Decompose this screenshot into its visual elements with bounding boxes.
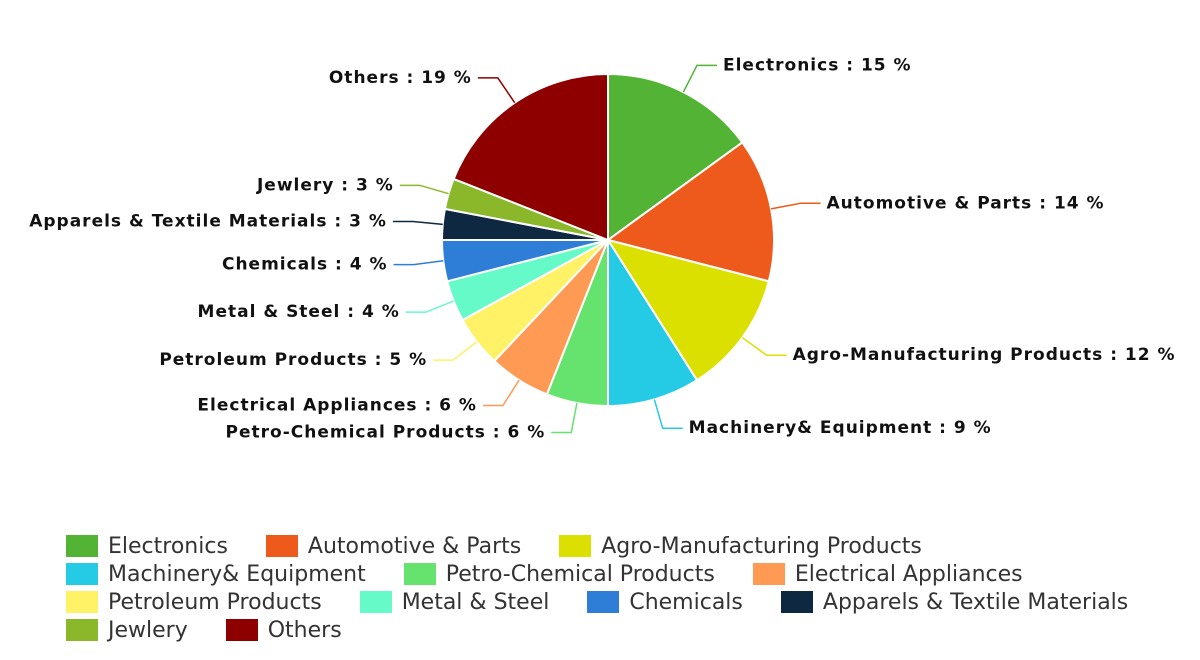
legend-label: Chemicals — [629, 589, 743, 615]
legend-swatch — [225, 619, 258, 641]
legend-label: Machinery& Equipment — [108, 561, 366, 587]
legend-item[interactable]: Agro-Manufacturing Products — [559, 533, 922, 559]
legend-swatch — [66, 591, 98, 613]
legend-label: Petroleum Products — [108, 589, 322, 615]
legend-label: Metal & Steel — [401, 589, 550, 615]
leader-line — [477, 77, 516, 104]
legend-swatch — [403, 563, 436, 585]
legend-swatch — [780, 591, 813, 613]
data-label: Metal & Steel : 4 % — [198, 302, 400, 322]
leader-line — [682, 64, 717, 93]
leader-line — [433, 341, 478, 361]
data-label: Electronics : 15 % — [723, 55, 912, 75]
legend-swatch — [265, 535, 298, 557]
data-label: Machinery& Equipment : 9 % — [689, 418, 992, 438]
data-label: Petro-Chemical Products : 6 % — [226, 423, 546, 443]
legend-swatch — [359, 591, 392, 613]
legend-label: Others — [267, 617, 342, 643]
legend-label: Electronics — [108, 533, 228, 559]
data-label: Others : 19 % — [329, 68, 472, 88]
legend-item[interactable]: Machinery& Equipment — [66, 561, 366, 587]
pie-slice — [605, 238, 771, 382]
legend-label: Apparels & Textile Materials — [822, 589, 1129, 615]
legend-item[interactable]: Jewlery — [66, 617, 188, 643]
legend-label: Agro-Manufacturing Products — [601, 533, 922, 559]
data-label: Apparels & Textile Materials : 3 % — [29, 212, 387, 232]
legend-label: Jewlery — [108, 617, 188, 643]
legend-label: Electrical Appliances — [794, 561, 1023, 587]
leader-line — [393, 260, 444, 266]
data-label: Automotive & Parts : 14 % — [827, 193, 1105, 213]
legend-item[interactable]: Others — [225, 617, 342, 643]
data-label: Petroleum Products : 5 % — [159, 350, 427, 370]
leader-line — [653, 399, 683, 429]
leader-line — [741, 336, 787, 356]
legend-item[interactable]: Petro-Chemical Products — [403, 561, 715, 587]
leader-line — [482, 379, 520, 407]
leader-line — [770, 202, 821, 210]
leader-line — [405, 300, 454, 313]
legend-item[interactable]: Metal & Steel — [359, 589, 550, 615]
legend-swatch — [66, 619, 98, 641]
data-label: Agro-Manufacturing Products : 12 % — [793, 345, 1176, 365]
legend-item[interactable]: Chemicals — [587, 589, 743, 615]
leader-line — [392, 220, 443, 226]
legend-swatch — [559, 535, 592, 557]
legend-item[interactable]: Automotive & Parts — [265, 533, 522, 559]
pie-slice — [607, 236, 699, 408]
legend-label: Automotive & Parts — [307, 533, 522, 559]
data-label: Electrical Appliances : 6 % — [197, 395, 477, 415]
legend-swatch — [66, 563, 98, 585]
legend-swatch — [587, 591, 620, 613]
legend-swatch — [66, 535, 98, 557]
chart: Electronics : 15 % Automotive & Parts : 1… — [29, 55, 1176, 443]
legend-item[interactable]: Electronics — [66, 533, 228, 559]
pie-slice — [607, 72, 744, 242]
legend-label: Petro-Chemical Products — [445, 561, 715, 587]
legend-item[interactable]: Apparels & Textile Materials — [780, 589, 1129, 615]
legend-item[interactable]: Petroleum Products — [66, 589, 322, 615]
legend: Electronics Automotive & Parts Agro-Manufa… — [66, 533, 1186, 643]
leader-line — [399, 184, 449, 195]
data-label: Chemicals : 4 % — [222, 255, 388, 275]
legend-item[interactable]: Electrical Appliances — [752, 561, 1023, 587]
pie-slice — [452, 72, 609, 242]
leader-line — [551, 402, 578, 434]
data-label: Jewlery : 3 % — [256, 175, 394, 195]
legend-swatch — [752, 563, 785, 585]
